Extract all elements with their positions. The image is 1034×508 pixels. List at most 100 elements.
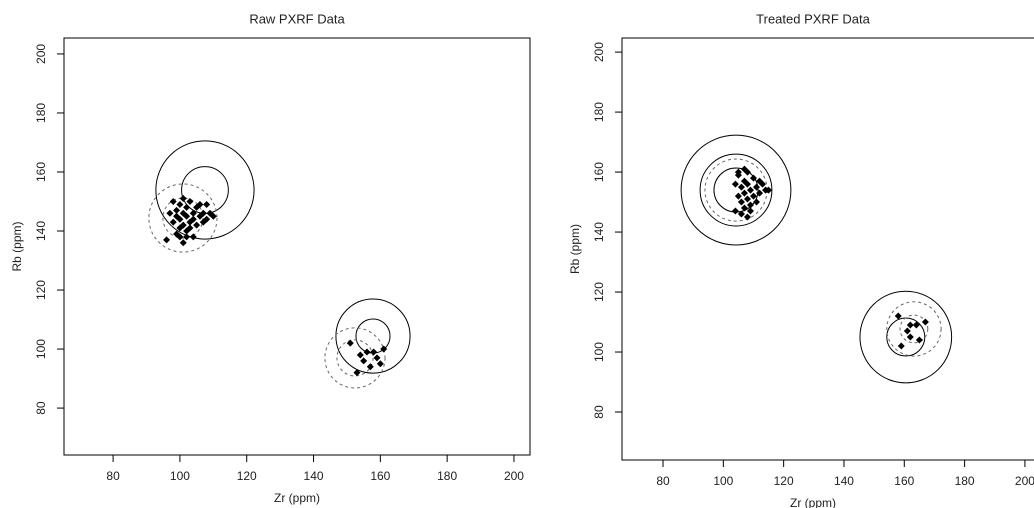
x-tick-label: 120 [774,474,794,488]
data-point [370,348,378,356]
data-point [743,195,751,203]
x-tick-label: 160 [370,469,390,483]
data-point [169,197,177,205]
data-point [183,212,191,220]
data-point [189,233,197,241]
data-point [176,233,184,241]
data-point [203,200,211,208]
data-point [183,203,191,211]
y-tick-label: 200 [592,42,606,62]
x-tick-label: 180 [955,474,975,488]
data-point [915,336,923,344]
data-point [373,354,381,362]
data-point [360,357,368,365]
chart-title: Raw PXRF Data [249,11,345,26]
confidence-circle [699,153,773,227]
data-point [906,321,914,329]
data-point [921,318,929,326]
x-tick-label: 80 [106,469,120,483]
data-point [209,212,217,220]
x-tick-label: 140 [304,469,324,483]
data-point [166,209,174,217]
plot-area [680,134,953,384]
x-tick-label: 200 [504,469,524,483]
x-tick-label: 160 [894,474,914,488]
data-point [897,342,905,350]
x-axis-label: Zr (ppm) [790,496,836,508]
data-point [753,183,761,191]
data-point [740,204,748,212]
data-point [743,168,751,176]
data-point [743,180,751,188]
data-point [746,207,754,215]
data-point [353,369,361,377]
data-point [756,189,764,197]
data-point [743,213,751,221]
y-tick-label: 200 [34,44,48,64]
data-point [189,215,197,223]
chart-title: Treated PXRF Data [756,11,870,26]
data-point [173,206,181,214]
confidence-circle [162,197,204,239]
data-point [740,189,748,197]
data-point [759,180,767,188]
confidence-circle [899,314,929,344]
x-tick-label: 100 [713,474,733,488]
confidence-circle [680,134,792,246]
data-point [179,221,187,229]
data-point [203,215,211,223]
data-point [737,198,745,206]
data-point [183,233,191,241]
data-point [731,207,739,215]
confidence-circle [155,140,255,240]
data-point [765,186,773,194]
data-point [173,212,181,220]
y-tick-label: 180 [592,102,606,122]
x-tick-label: 140 [834,474,854,488]
data-point [189,209,197,217]
plot-frame [621,37,1034,461]
panel: Treated PXRF Data Zr (ppm) Rb (ppm) 80 100 12… [568,11,1034,508]
data-point [179,239,187,247]
y-tick-label: 80 [34,401,48,415]
data-point [749,192,757,200]
y-tick-label: 120 [34,280,48,300]
data-point [193,221,201,229]
data-point [186,224,194,232]
y-tick-label: 100 [34,339,48,359]
y-axis-label: Rb (ppm) [10,221,24,271]
y-tick-label: 160 [592,162,606,182]
data-point [376,360,384,368]
data-point [186,197,194,205]
data-point [196,200,204,208]
data-point [737,183,745,191]
y-tick-label: 140 [592,222,606,242]
confidence-circle [859,290,953,384]
confidence-circle [335,298,411,374]
confidence-circle [324,327,386,389]
x-tick-label: 100 [170,469,190,483]
y-tick-label: 180 [34,103,48,123]
y-tick-label: 80 [592,405,606,419]
data-point [363,348,371,356]
y-axis-label: Rb (ppm) [568,224,582,274]
y-tick-label: 120 [592,282,606,302]
panel: Raw PXRF Data Zr (ppm) Rb (ppm) 80 100 120 140… [10,11,531,505]
x-tick-label: 180 [437,469,457,483]
data-point [903,327,911,335]
data-point [163,236,171,244]
y-tick-label: 160 [34,162,48,182]
data-point [912,321,920,329]
data-point [753,198,761,206]
confidence-circle [148,183,218,253]
plot-area [148,140,411,389]
x-axis-label: Zr (ppm) [274,491,320,505]
confidence-circle [886,301,942,357]
data-point [380,345,388,353]
data-point [346,339,354,347]
data-point [737,210,745,218]
data-point [366,363,374,371]
data-point [199,209,207,217]
